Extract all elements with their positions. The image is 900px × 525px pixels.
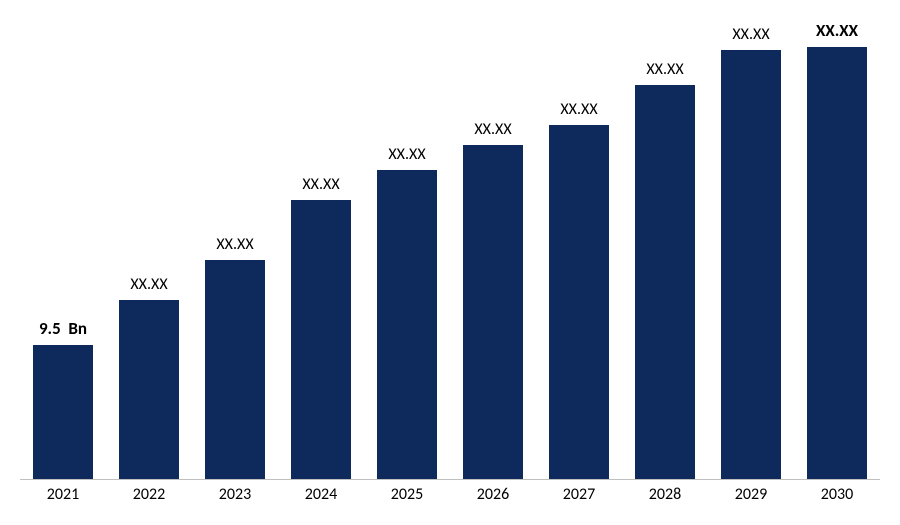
bar	[291, 200, 351, 480]
x-tick: 2030	[794, 485, 880, 515]
x-tick: 2022	[106, 485, 192, 515]
bar-slot: 9.5 Bn	[20, 20, 106, 480]
bar	[377, 170, 437, 480]
bar	[721, 50, 781, 480]
bar	[119, 300, 179, 480]
x-tick: 2027	[536, 485, 622, 515]
data-label: XX.XX	[646, 60, 683, 79]
bar-slot: XX.XX	[364, 20, 450, 480]
bar-slot: XX.XX	[278, 20, 364, 480]
data-label: XX.XX	[474, 120, 511, 139]
bar	[463, 145, 523, 480]
x-tick: 2028	[622, 485, 708, 515]
bar	[549, 125, 609, 480]
x-tick: 2025	[364, 485, 450, 515]
data-label: XX.XX	[560, 100, 597, 119]
data-label: XX.XX	[816, 20, 858, 41]
data-label: XX.XX	[732, 25, 769, 44]
data-label: 9.5 Bn	[39, 318, 87, 339]
bar	[33, 345, 93, 480]
bar-slot: XX.XX	[622, 20, 708, 480]
bars-container: 9.5 Bn XX.XX XX.XX XX.XX XX.XX XX.XX XX.XX XX.X…	[20, 20, 880, 480]
x-tick: 2023	[192, 485, 278, 515]
bar	[807, 47, 867, 480]
x-axis-baseline	[20, 479, 880, 480]
x-axis: 2021202220232024202520262027202820292030	[20, 485, 880, 515]
plot-area: 9.5 Bn XX.XX XX.XX XX.XX XX.XX XX.XX XX.XX XX.X…	[20, 20, 880, 480]
bar	[205, 260, 265, 480]
x-tick: 2029	[708, 485, 794, 515]
data-label: XX.XX	[388, 145, 425, 164]
data-label: XX.XX	[130, 275, 167, 294]
x-tick: 2024	[278, 485, 364, 515]
bar	[635, 85, 695, 480]
bar-slot: XX.XX	[708, 20, 794, 480]
bar-slot: XX.XX	[192, 20, 278, 480]
bar-slot: XX.XX	[106, 20, 192, 480]
x-tick: 2021	[20, 485, 106, 515]
bar-slot: XX.XX	[450, 20, 536, 480]
x-tick: 2026	[450, 485, 536, 515]
data-label: XX.XX	[216, 235, 253, 254]
bar-slot: XX.XX	[794, 20, 880, 480]
bar-chart: 9.5 Bn XX.XX XX.XX XX.XX XX.XX XX.XX XX.XX XX.X…	[0, 0, 900, 525]
bar-slot: XX.XX	[536, 20, 622, 480]
data-label: XX.XX	[302, 175, 339, 194]
